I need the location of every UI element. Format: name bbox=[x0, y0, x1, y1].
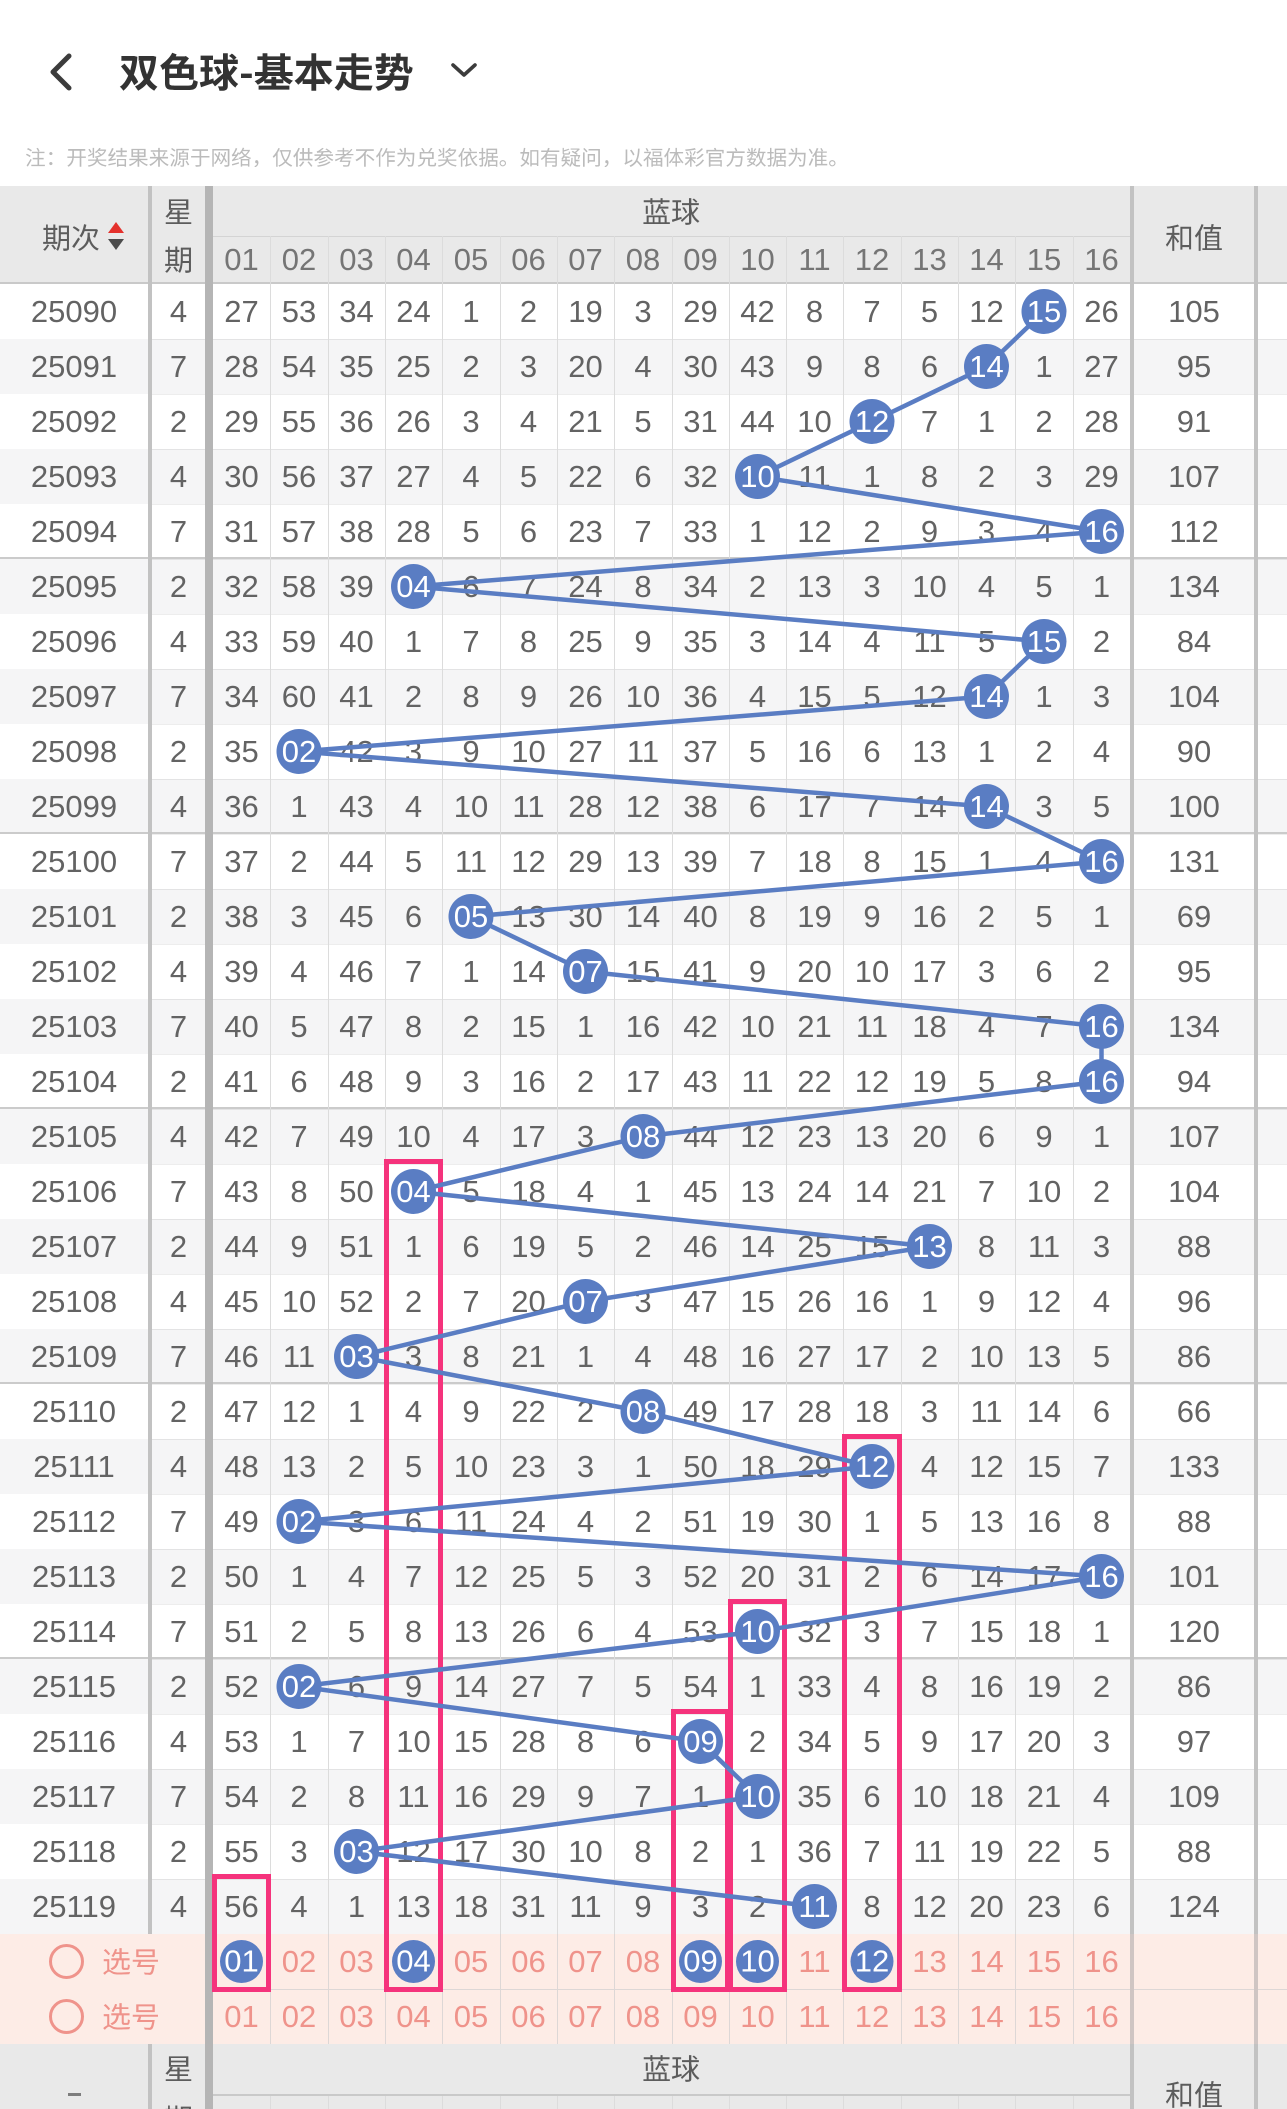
svg-text:03: 03 bbox=[339, 1339, 373, 1374]
svg-text:02: 02 bbox=[282, 1504, 316, 1539]
svg-text:16: 16 bbox=[1084, 1064, 1118, 1099]
svg-text:11: 11 bbox=[798, 1889, 830, 1924]
svg-text:14: 14 bbox=[969, 349, 1003, 384]
svg-text:04: 04 bbox=[396, 569, 430, 604]
svg-text:04: 04 bbox=[396, 1944, 430, 1979]
svg-text:02: 02 bbox=[282, 1669, 316, 1704]
svg-text:02: 02 bbox=[282, 734, 316, 769]
svg-text:12: 12 bbox=[855, 1944, 889, 1979]
svg-text:16: 16 bbox=[1084, 1559, 1118, 1594]
svg-text:15: 15 bbox=[1027, 294, 1061, 329]
svg-text:13: 13 bbox=[912, 1229, 946, 1264]
svg-text:16: 16 bbox=[1084, 844, 1118, 879]
svg-text:07: 07 bbox=[568, 954, 602, 989]
svg-text:07: 07 bbox=[568, 1284, 602, 1319]
svg-text:14: 14 bbox=[969, 679, 1003, 714]
svg-text:03: 03 bbox=[339, 1834, 373, 1869]
svg-text:12: 12 bbox=[855, 404, 889, 439]
svg-text:16: 16 bbox=[1084, 514, 1118, 549]
svg-text:16: 16 bbox=[1084, 1009, 1118, 1044]
svg-text:08: 08 bbox=[626, 1394, 660, 1429]
svg-text:10: 10 bbox=[740, 1944, 774, 1979]
svg-text:10: 10 bbox=[740, 1779, 774, 1814]
svg-text:01: 01 bbox=[224, 1944, 258, 1979]
svg-text:09: 09 bbox=[683, 1724, 717, 1759]
svg-text:10: 10 bbox=[740, 1614, 774, 1649]
svg-text:05: 05 bbox=[454, 899, 488, 934]
svg-text:14: 14 bbox=[969, 789, 1003, 824]
svg-text:08: 08 bbox=[626, 1119, 660, 1154]
svg-text:10: 10 bbox=[740, 459, 774, 494]
svg-text:04: 04 bbox=[396, 1174, 430, 1209]
svg-text:15: 15 bbox=[1027, 624, 1061, 659]
svg-text:09: 09 bbox=[683, 1944, 717, 1979]
svg-text:12: 12 bbox=[855, 1449, 889, 1484]
